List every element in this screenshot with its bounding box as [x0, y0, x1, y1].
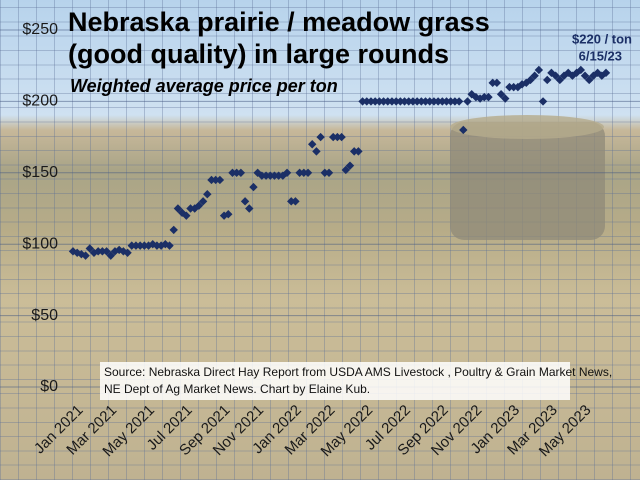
point	[165, 241, 174, 250]
source: Source: Nebraska Direct Hay Report from …	[104, 365, 612, 379]
point	[324, 168, 334, 177]
point	[501, 94, 510, 103]
y-tick-label: $100	[22, 235, 58, 252]
point	[236, 168, 246, 177]
chart-title: Nebraska prairie / meadow grass	[68, 7, 490, 37]
source: NE Dept of Ag Market News. Chart by Elai…	[104, 382, 370, 396]
point	[203, 190, 212, 199]
point	[308, 140, 317, 149]
point	[551, 71, 560, 80]
y-tick-label: $250	[22, 21, 58, 38]
subtitle: Weighted average price per ton	[70, 76, 338, 96]
point	[198, 197, 208, 206]
point	[585, 75, 594, 85]
point	[538, 97, 548, 106]
annotation: 6/15/23	[579, 48, 622, 63]
point	[119, 247, 128, 256]
point	[589, 71, 598, 80]
point	[597, 71, 607, 80]
point	[282, 168, 292, 177]
point	[454, 97, 464, 106]
point	[240, 197, 250, 206]
point	[341, 165, 350, 175]
point	[102, 247, 111, 256]
point	[85, 244, 94, 253]
hay-bale-top	[450, 115, 604, 139]
y-tick-label: $0	[40, 378, 58, 395]
point	[580, 71, 590, 80]
point	[303, 168, 313, 177]
point	[110, 247, 120, 256]
point	[68, 247, 78, 256]
point	[173, 204, 183, 213]
y-tick-label: $200	[22, 93, 58, 110]
point	[354, 147, 363, 156]
point	[245, 204, 254, 213]
point	[555, 75, 565, 85]
point	[543, 75, 552, 85]
y-tick-label: $50	[31, 307, 58, 324]
point	[463, 97, 472, 106]
point	[249, 182, 258, 192]
point	[526, 75, 535, 85]
point	[522, 78, 531, 88]
chart-title: (good quality) in large rounds	[68, 39, 449, 69]
point	[547, 68, 556, 78]
point	[492, 78, 502, 88]
point	[312, 147, 321, 156]
point	[194, 201, 204, 210]
hay-bale	[450, 122, 605, 240]
source-box	[100, 362, 570, 400]
point	[291, 197, 300, 206]
point	[534, 65, 544, 75]
point	[593, 68, 602, 78]
point	[484, 92, 493, 102]
point	[513, 82, 523, 92]
point	[224, 210, 233, 219]
point	[576, 65, 586, 75]
point	[182, 211, 191, 220]
point	[530, 71, 539, 80]
point	[177, 208, 187, 217]
point	[496, 90, 506, 99]
annotation: $220 / ton	[572, 31, 632, 46]
y-tick-label: $150	[22, 164, 58, 181]
point	[123, 248, 132, 257]
point	[601, 68, 611, 78]
point	[106, 251, 115, 260]
point	[337, 132, 346, 142]
point	[345, 161, 355, 170]
point	[564, 68, 573, 78]
point	[215, 175, 225, 185]
point	[144, 241, 153, 250]
point	[316, 132, 325, 142]
point	[568, 71, 577, 80]
point	[459, 125, 468, 135]
point	[169, 225, 178, 235]
point	[81, 251, 90, 260]
